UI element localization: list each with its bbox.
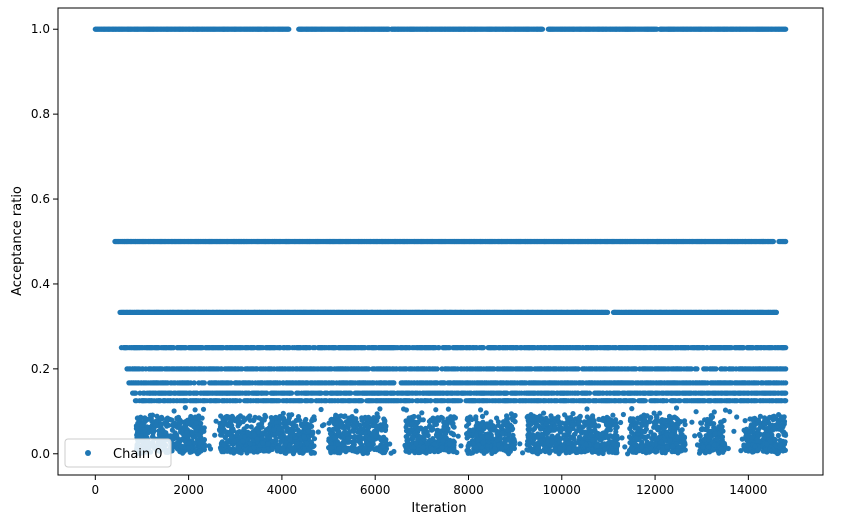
data-point	[773, 309, 780, 315]
data-point	[694, 366, 700, 372]
data-point	[191, 380, 197, 386]
data-point	[539, 26, 546, 32]
data-points	[92, 26, 789, 457]
data-point	[391, 380, 397, 386]
data-point	[783, 238, 789, 245]
data-point	[783, 26, 789, 32]
data-point	[713, 366, 719, 372]
data-point	[770, 238, 777, 245]
data-point	[286, 26, 292, 32]
data-point	[201, 380, 207, 386]
data-point	[480, 345, 487, 351]
data-point	[587, 390, 593, 396]
data-point	[783, 345, 789, 351]
data-point	[783, 366, 789, 372]
data-point	[289, 390, 295, 396]
data-point	[434, 366, 440, 372]
data-point	[605, 309, 611, 315]
data-point	[783, 380, 789, 386]
